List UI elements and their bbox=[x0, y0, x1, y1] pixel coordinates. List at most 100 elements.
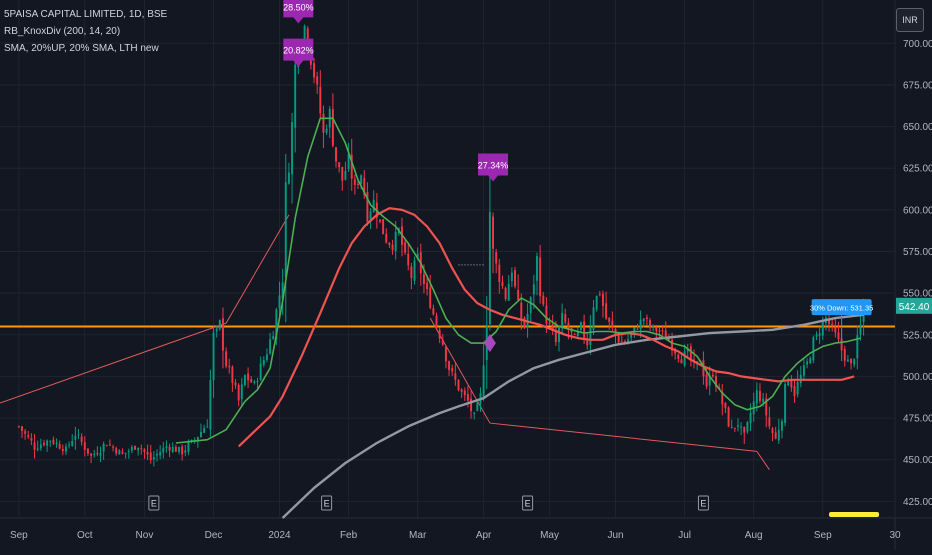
candle-body bbox=[843, 349, 846, 361]
y-tick-label: 700.00 bbox=[903, 39, 932, 50]
candle-body bbox=[840, 338, 843, 351]
candle-body bbox=[705, 374, 708, 387]
candle-body bbox=[331, 109, 334, 146]
currency-button[interactable]: INR bbox=[896, 8, 924, 32]
x-tick-label: Sep bbox=[10, 530, 28, 541]
candle-body bbox=[473, 412, 476, 414]
candle-body bbox=[727, 407, 730, 427]
candle-body bbox=[303, 26, 306, 47]
candle-body bbox=[77, 434, 80, 436]
candle-body bbox=[200, 431, 202, 437]
sma-slow-line bbox=[281, 313, 864, 519]
candle-body bbox=[627, 339, 630, 344]
candle-body bbox=[598, 294, 601, 296]
candle-body bbox=[262, 360, 265, 365]
candle-body bbox=[548, 322, 551, 325]
candle-body bbox=[319, 86, 322, 114]
x-tick-label: 2024 bbox=[268, 530, 291, 541]
down-tag-box bbox=[811, 299, 872, 316]
candle-body bbox=[71, 441, 74, 446]
down-tag-label: 30% Down: 531.35 bbox=[810, 304, 873, 313]
candle-body bbox=[17, 426, 20, 428]
candle-body bbox=[859, 324, 862, 335]
candle-body bbox=[159, 452, 162, 456]
candle-body bbox=[49, 440, 52, 442]
earnings-marker-label: E bbox=[151, 499, 157, 509]
candle-body bbox=[115, 448, 118, 454]
symbol-title[interactable]: 5PAISA CAPITAL LIMITED, 1D, BSE bbox=[4, 9, 168, 20]
candle-body bbox=[432, 308, 435, 315]
earnings-marker bbox=[148, 495, 160, 511]
candle-body bbox=[457, 379, 460, 391]
x-tick-label: Oct bbox=[77, 530, 93, 541]
candle-body bbox=[149, 452, 152, 461]
candle-body bbox=[558, 327, 560, 342]
earnings-marker bbox=[697, 495, 709, 511]
indicator-sma-label[interactable]: SMA, 20%UP, 20% SMA, LTH new bbox=[4, 43, 159, 54]
candle-body bbox=[350, 154, 353, 179]
candle-body bbox=[677, 354, 680, 359]
candle-body bbox=[61, 448, 64, 452]
candle-body bbox=[749, 412, 752, 424]
candle-body bbox=[291, 122, 294, 175]
candle-body bbox=[755, 390, 758, 404]
y-tick-label: 650.00 bbox=[903, 122, 932, 133]
candle-body bbox=[152, 457, 155, 460]
diamond-marker bbox=[483, 334, 496, 353]
candle-body bbox=[573, 333, 576, 335]
candle-body bbox=[272, 335, 275, 340]
candle-body bbox=[721, 391, 724, 405]
candle-body bbox=[206, 426, 209, 428]
candle-body bbox=[633, 327, 636, 334]
candle-body bbox=[353, 179, 356, 185]
candle-body bbox=[777, 429, 780, 441]
percent-annotation-marker bbox=[283, 38, 314, 67]
candle-body bbox=[762, 398, 765, 402]
candle-body bbox=[664, 330, 667, 340]
candle-body bbox=[83, 442, 86, 450]
candle-body bbox=[514, 270, 516, 287]
candle-body bbox=[689, 346, 692, 360]
candle-body bbox=[382, 219, 385, 235]
x-tick-label: Feb bbox=[340, 530, 358, 541]
percent-annotation-label: 28.50% bbox=[283, 2, 314, 12]
earnings-marker-label: E bbox=[324, 499, 330, 509]
candle-body bbox=[165, 446, 168, 448]
candle-body bbox=[771, 428, 774, 434]
candle-body bbox=[579, 322, 582, 330]
candle-body bbox=[470, 398, 473, 411]
candle-body bbox=[507, 284, 510, 301]
x-tick-label: Mar bbox=[409, 530, 427, 541]
candle-body bbox=[758, 390, 761, 402]
candle-body bbox=[711, 374, 714, 377]
candle-body bbox=[586, 339, 589, 346]
candle-body bbox=[601, 293, 604, 306]
candle-body bbox=[118, 450, 121, 455]
highlight-bar bbox=[829, 512, 880, 517]
candle-body bbox=[407, 253, 410, 266]
candle-body bbox=[316, 76, 319, 85]
candle-body bbox=[708, 375, 711, 386]
candle-body bbox=[24, 431, 27, 434]
candle-body bbox=[802, 365, 805, 376]
candle-body bbox=[225, 351, 228, 367]
candle-body bbox=[240, 384, 243, 400]
indicator-knoxdiv-label[interactable]: RB_KnoxDiv (200, 14, 20) bbox=[4, 26, 121, 37]
candle-body bbox=[231, 366, 234, 383]
candle-body bbox=[636, 328, 639, 330]
candle-body bbox=[221, 318, 224, 351]
candle-body bbox=[250, 379, 253, 383]
candle-body bbox=[413, 260, 416, 281]
earnings-marker-label: E bbox=[700, 499, 706, 509]
candle-body bbox=[372, 199, 375, 212]
candle-body bbox=[344, 170, 347, 180]
y-tick-label: 575.00 bbox=[903, 247, 932, 258]
candle-body bbox=[501, 281, 504, 286]
candle-body bbox=[780, 421, 783, 431]
x-tick-label: Aug bbox=[745, 530, 763, 541]
candle-body bbox=[143, 449, 146, 452]
candle-body bbox=[438, 329, 441, 339]
candle-body bbox=[68, 444, 71, 446]
